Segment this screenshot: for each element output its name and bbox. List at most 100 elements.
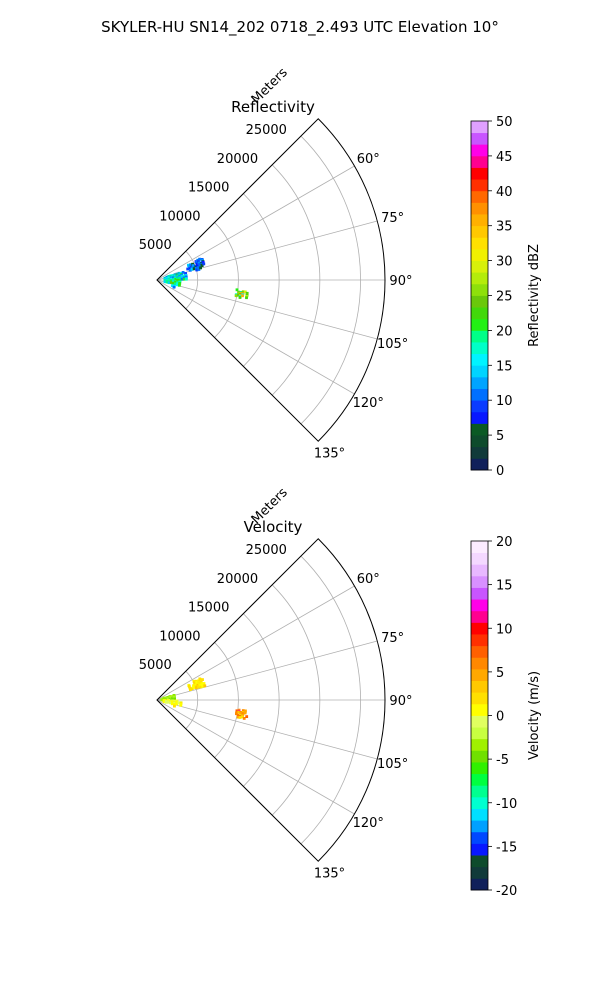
radar-gate [170, 702, 174, 706]
colorbar-segment [471, 388, 488, 401]
range-tick-label: 20000 [217, 572, 258, 587]
colorbar-segment [471, 446, 488, 459]
radar-gate [173, 704, 176, 708]
colorbar-segment [471, 610, 488, 623]
colorbar-segment [471, 435, 488, 448]
colorbar-segment [471, 564, 488, 577]
colorbar-segment [471, 342, 488, 355]
colorbar-segment [471, 400, 488, 413]
range-tick-label: 15000 [188, 181, 229, 196]
radar-gates [160, 677, 249, 720]
colorbar-segment [471, 796, 488, 809]
colorbar-segment [471, 762, 488, 775]
colorbar-segment [471, 272, 488, 285]
colorbar-segment [471, 541, 488, 554]
colorbar-segment [471, 808, 488, 821]
colorbar-segment [471, 365, 488, 378]
colorbar-label: Reflectivity dBZ [527, 244, 542, 347]
colorbar-segment [471, 411, 488, 424]
radar-gate [238, 716, 242, 719]
sector-outline [156, 538, 386, 862]
colorbar-tick-label: 20 [496, 324, 513, 339]
panel-title: Velocity [244, 518, 303, 536]
colorbar-tick-label: 35 [496, 220, 513, 235]
colorbar-segment [471, 866, 488, 879]
radar-gate [201, 678, 204, 681]
radar-gate [197, 268, 201, 271]
radar-gate [238, 296, 242, 299]
radar-gate [179, 703, 183, 707]
colorbar-tick-label: 10 [496, 394, 513, 409]
azimuth-gridline [156, 279, 355, 395]
colorbar-segment [471, 458, 488, 471]
range-tick-label: 15000 [188, 601, 229, 616]
radar-gate [184, 277, 188, 281]
radar-gate [234, 294, 238, 298]
radar-gate [237, 710, 241, 714]
radar-gate [195, 262, 199, 266]
radar-gate [175, 283, 179, 287]
colorbar-segment [471, 225, 488, 238]
radar-gate [196, 266, 200, 269]
radar-gate [189, 264, 193, 267]
radar-gate [169, 701, 172, 705]
radar-gate [200, 264, 204, 268]
colorbar-tick-label: 25 [496, 290, 513, 305]
colorbar-tick-label: 5 [496, 666, 504, 681]
azimuth-tick-label: 60° [357, 572, 380, 587]
radar-gate [198, 684, 202, 687]
radar-gate [245, 296, 248, 300]
colorbar-segment [471, 190, 488, 203]
colorbar-tick-label: 30 [496, 255, 513, 270]
radar-gates [163, 257, 249, 300]
radar-gate [203, 684, 207, 688]
azimuth-tick-label: 105° [377, 757, 408, 772]
radar-gate [188, 268, 192, 272]
radar-gate [166, 700, 170, 704]
azimuth-gridline [156, 585, 355, 701]
colorbar-segment [471, 330, 488, 343]
radar-gate [198, 678, 202, 681]
radar-gate [180, 274, 184, 278]
azimuth-tick-label: 60° [357, 152, 380, 167]
colorbar-segment [471, 622, 488, 635]
radar-gate [178, 282, 182, 285]
radar-gate [198, 257, 201, 261]
colorbar-tick-label: 0 [496, 464, 504, 479]
colorbar-segment [471, 179, 488, 192]
range-tick-label: 25000 [246, 123, 287, 138]
colorbar-segment [471, 237, 488, 250]
range-tick-label: 20000 [217, 152, 258, 167]
colorbar-segment [471, 820, 488, 833]
radar-gate [175, 702, 179, 706]
radar-gate [195, 268, 199, 272]
colorbar-segment [471, 587, 488, 600]
colorbar-tick-label: 10 [496, 622, 513, 637]
colorbar-tick-label: -10 [496, 797, 517, 812]
radar-gate [245, 715, 249, 718]
colorbar-segment [471, 785, 488, 798]
colorbar-segment [471, 202, 488, 215]
radar-gate [169, 281, 173, 284]
velocity-panel: Velocity500010000150002000025000Meters60… [139, 485, 542, 899]
colorbar-segment [471, 552, 488, 565]
radar-gate [162, 700, 166, 703]
radar-gate [199, 680, 203, 684]
radar-gate [195, 261, 198, 264]
azimuth-tick-label: 75° [381, 631, 404, 646]
radar-gate [235, 709, 239, 713]
azimuth-tick-label: 135° [314, 867, 345, 882]
colorbar-segment [471, 167, 488, 180]
radar-gate [187, 263, 190, 267]
colorbar-segment [471, 155, 488, 168]
colorbar-tick-label: 15 [496, 579, 513, 594]
radar-gate [165, 280, 169, 284]
colorbar-tick-label: -20 [496, 884, 517, 899]
radar-gate [198, 264, 202, 268]
colorbar-tick-label: 0 [496, 710, 504, 725]
figure-title: SKYLER-HU SN14_202 0718_2.493 UTC Elevat… [101, 18, 499, 37]
azimuth-tick-label: 120° [353, 396, 384, 411]
radar-gate [173, 702, 176, 706]
radar-gate [174, 277, 178, 281]
